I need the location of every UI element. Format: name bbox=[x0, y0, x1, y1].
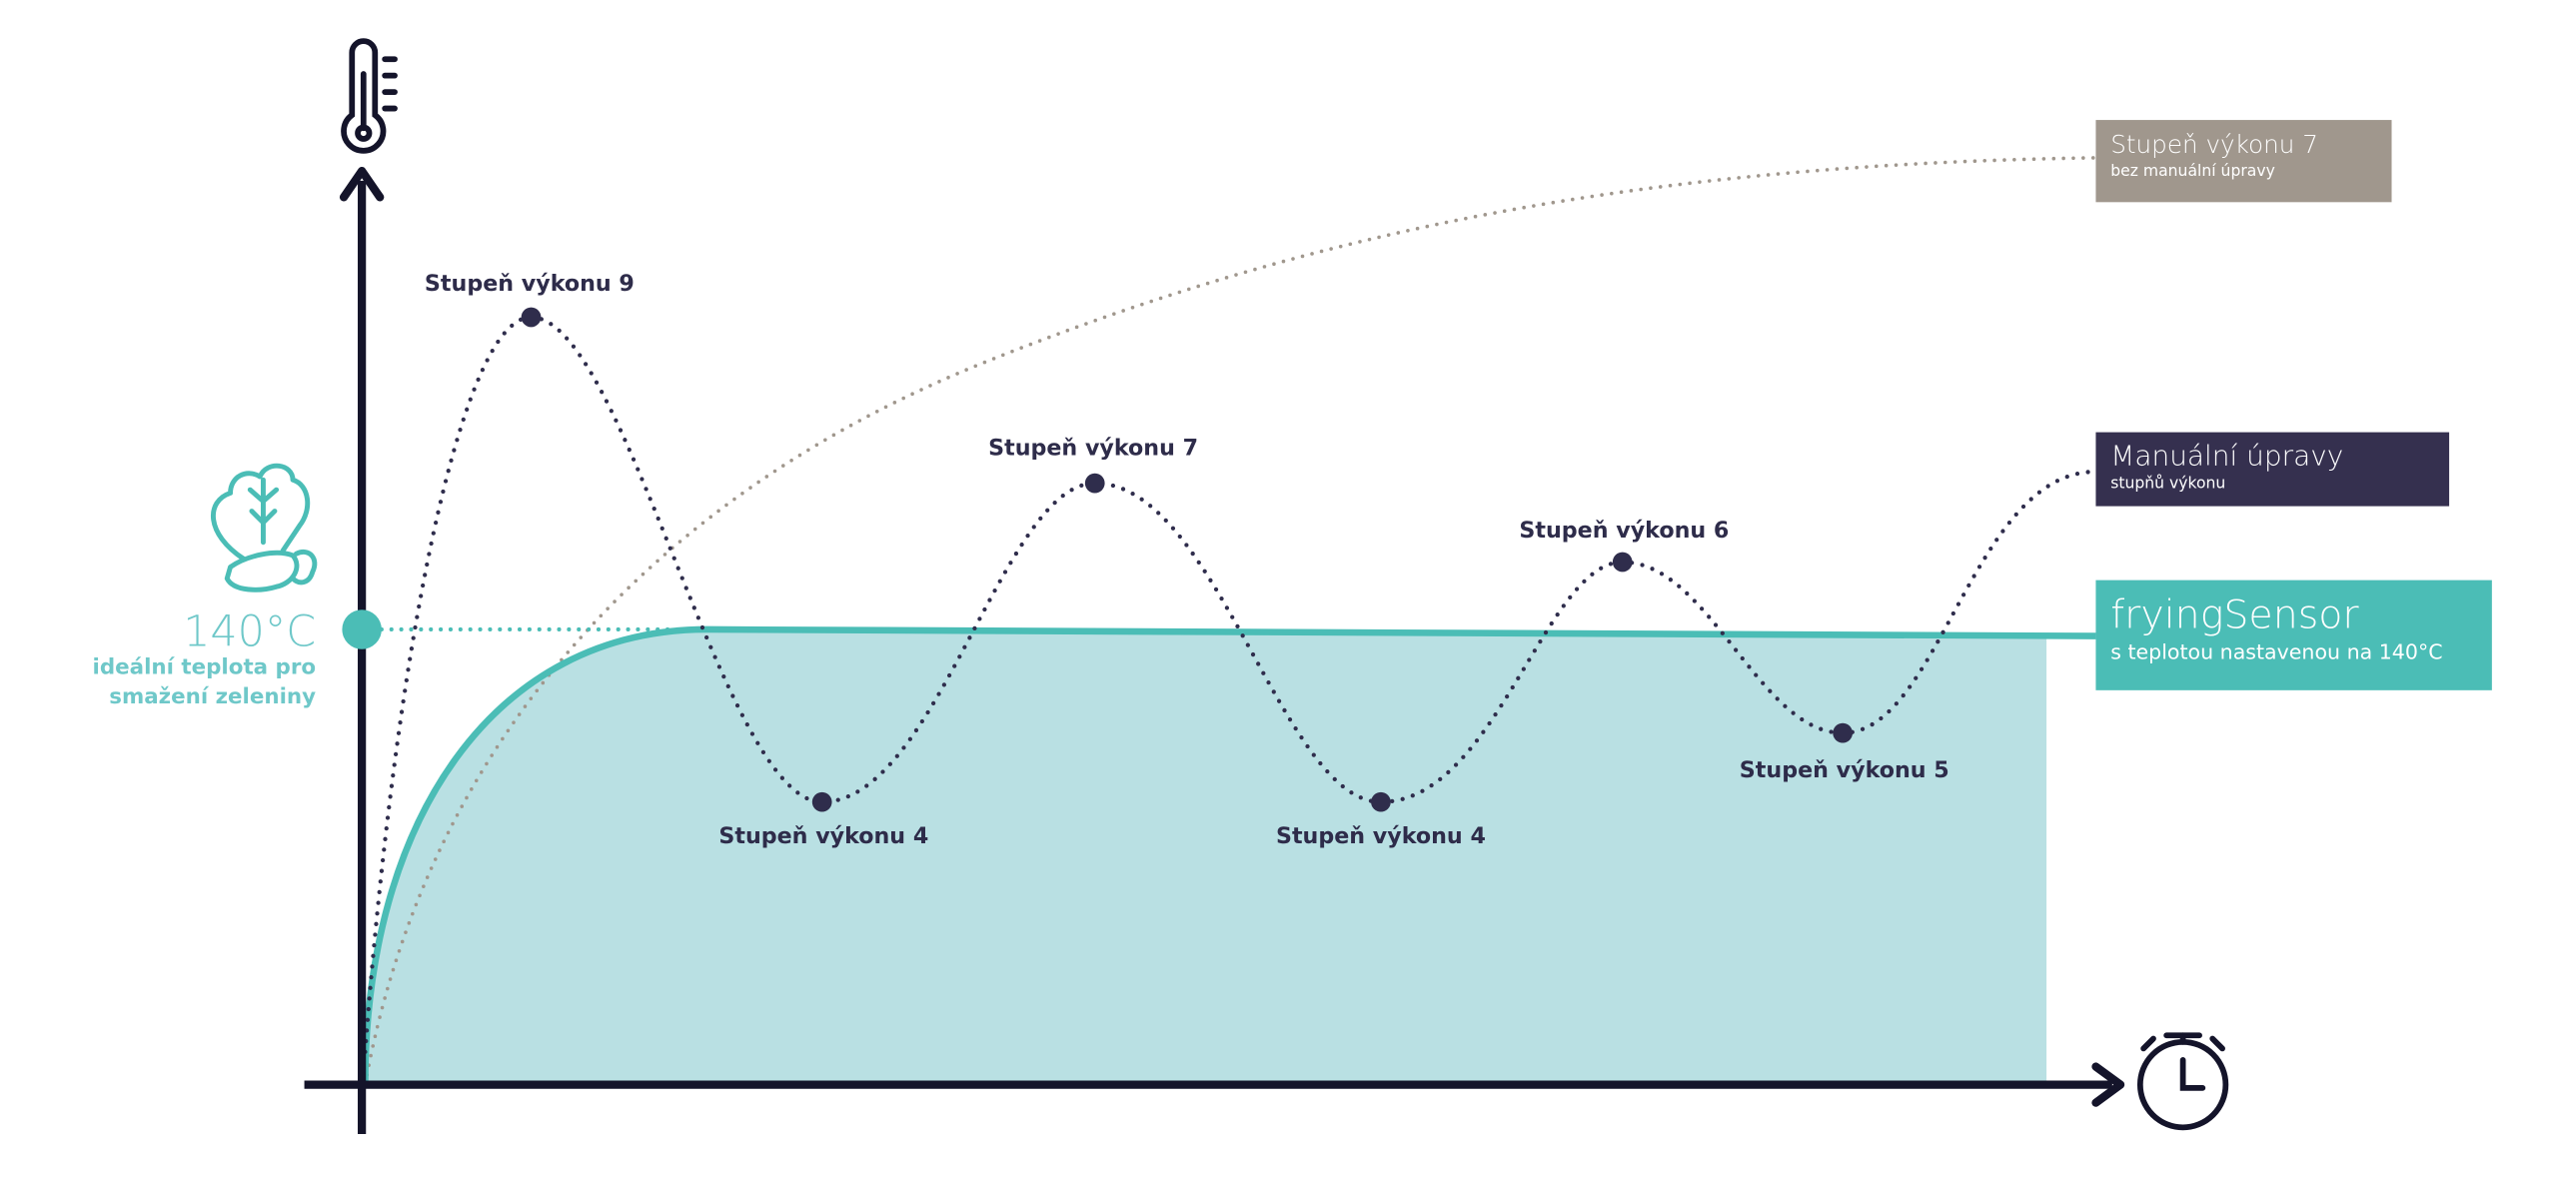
legend-subtitle: bez manuální úpravy bbox=[2110, 162, 2275, 180]
point-peak-9 bbox=[521, 307, 542, 328]
legend-title: fryingSensor bbox=[2110, 591, 2359, 637]
point-trough-5 bbox=[1833, 722, 1854, 743]
point-trough-4b bbox=[1371, 791, 1391, 812]
reference-caption-line1: ideální teplota pro bbox=[93, 654, 316, 679]
frying-sensor-line bbox=[362, 625, 2096, 1085]
legend-no-adjustment: Stupeň výkonu 7 bez manuální úpravy bbox=[2095, 120, 2392, 203]
x-axis-arrow bbox=[2091, 1062, 2125, 1107]
point-label: Stupeň výkonu 4 bbox=[1276, 823, 1486, 849]
point-peak-7 bbox=[1084, 473, 1105, 494]
reference-caption-line2: smažení zeleniny bbox=[109, 684, 316, 709]
reference-temperature: 140°C bbox=[183, 606, 316, 656]
vegetables-icon bbox=[210, 463, 318, 592]
legend-manual-adjustment: Manuální úpravy stupňů výkonu bbox=[2095, 432, 2450, 507]
point-label: Stupeň výkonu 5 bbox=[1740, 757, 1949, 783]
stopwatch-icon bbox=[2136, 1032, 2229, 1131]
power-level-points bbox=[521, 307, 1854, 812]
legend-subtitle: s teplotou nastavenou na 140°C bbox=[2110, 640, 2442, 664]
reference-temperature-marker bbox=[342, 609, 382, 649]
legend-subtitle: stupňů výkonu bbox=[2110, 475, 2225, 493]
point-label: Stupeň výkonu 7 bbox=[988, 436, 1198, 462]
legend-title: Stupeň výkonu 7 bbox=[2110, 130, 2318, 159]
legend-frying-sensor: fryingSensor s teplotou nastavenou na 14… bbox=[2095, 580, 2492, 690]
point-trough-4a bbox=[811, 791, 832, 812]
point-label: Stupeň výkonu 9 bbox=[425, 271, 635, 297]
legend-title: Manuální úpravy bbox=[2110, 439, 2343, 472]
frying-sensor-area bbox=[365, 628, 2047, 1085]
thermometer-icon bbox=[341, 38, 398, 154]
point-label: Stupeň výkonu 4 bbox=[718, 823, 928, 849]
point-peak-6 bbox=[1612, 552, 1633, 573]
point-label: Stupeň výkonu 6 bbox=[1519, 518, 1729, 544]
y-axis-arrow bbox=[339, 166, 385, 202]
